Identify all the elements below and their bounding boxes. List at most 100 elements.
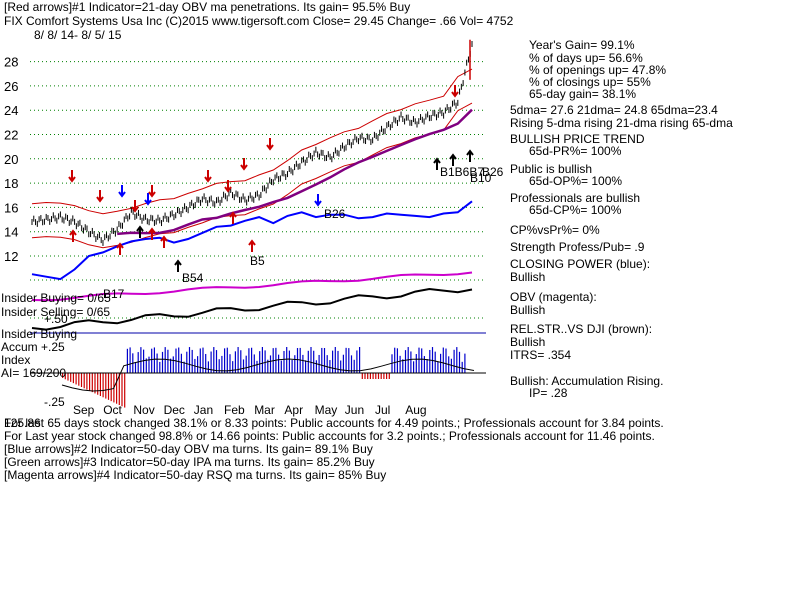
trend-title: BULLISH PRICE TREND bbox=[510, 132, 645, 146]
strength: Strength Profess/Pub= .9 bbox=[510, 240, 645, 254]
accum-bar bbox=[340, 360, 342, 373]
sell-arrow bbox=[314, 194, 322, 207]
sell-arrow bbox=[240, 158, 248, 171]
summary-65day-prefix: 125.86 bbox=[4, 416, 41, 430]
buy-arrow bbox=[229, 211, 237, 224]
y-tick-label: 16 bbox=[4, 200, 18, 215]
accum-bar bbox=[291, 359, 293, 373]
accum-bar bbox=[458, 351, 461, 373]
accum-bar bbox=[224, 348, 226, 373]
accum-bar bbox=[269, 355, 272, 373]
accum-bar bbox=[248, 348, 250, 373]
insider-buying-label: Insider Buying bbox=[1, 327, 78, 341]
accum-bar bbox=[180, 353, 182, 373]
accum-bar bbox=[89, 373, 91, 391]
cp-vs-pr: CP%vsPr%= 0% bbox=[510, 223, 600, 237]
accum-bar bbox=[426, 359, 428, 373]
y-tick-label: 28 bbox=[4, 55, 18, 70]
closing-power-series bbox=[31, 200, 473, 281]
accum-bar bbox=[121, 373, 123, 407]
accum-bar bbox=[215, 350, 218, 373]
ip-value: IP= .28 bbox=[529, 386, 568, 400]
accum-bar bbox=[156, 353, 158, 373]
accum-bar bbox=[237, 347, 239, 373]
accum-bar bbox=[386, 373, 388, 379]
rel-strength-series bbox=[31, 287, 473, 331]
accum-bar bbox=[450, 358, 452, 373]
price-bands bbox=[31, 68, 473, 249]
accum-bar bbox=[72, 373, 74, 384]
accum-bar bbox=[350, 355, 353, 373]
accum-bar bbox=[437, 361, 439, 373]
accum-bar bbox=[334, 347, 336, 373]
accum-bar bbox=[105, 373, 107, 399]
y-tick-label: 18 bbox=[4, 176, 18, 191]
accum-bar bbox=[388, 373, 390, 379]
accum-bar bbox=[151, 348, 153, 373]
upper-band bbox=[31, 68, 473, 215]
closing-power-value: Bullish bbox=[510, 270, 546, 284]
x-tick-label: Jan bbox=[194, 403, 213, 417]
accum-bar bbox=[256, 360, 258, 373]
accum-bar bbox=[278, 354, 280, 373]
accum-bar bbox=[153, 347, 155, 373]
accum-bar bbox=[118, 373, 120, 405]
obv-value: Bullish bbox=[510, 303, 546, 317]
closing-power-label: CLOSING POWER (blue): bbox=[510, 257, 651, 271]
indicator-3-line: [Green arrows]#3 Indicator=50-day IPA ma… bbox=[4, 455, 375, 469]
accum-bar bbox=[286, 347, 288, 373]
accum-bar bbox=[434, 351, 436, 373]
accum-bar bbox=[178, 347, 180, 373]
trend-value: 65d-PR%= 100% bbox=[529, 144, 622, 158]
accum-bar bbox=[323, 348, 326, 373]
marker-b10: B10 bbox=[470, 171, 492, 185]
accum-minus25: -.25 bbox=[44, 395, 65, 409]
accum-bar bbox=[345, 347, 347, 373]
accum-ma-line bbox=[61, 358, 475, 392]
pros-value: 65d-CP%= 100% bbox=[529, 203, 622, 217]
accum-bar bbox=[421, 348, 423, 373]
rising-dma: Rising 5-dma rising 21-dma rising 65-dma bbox=[510, 116, 733, 130]
obv-line bbox=[31, 271, 473, 302]
days-up: % of days up= 56.6% bbox=[529, 51, 643, 65]
accum-bar bbox=[229, 354, 231, 373]
x-tick-label: Dec bbox=[164, 403, 185, 417]
accum-bar bbox=[245, 355, 247, 373]
accum-bar bbox=[321, 347, 323, 373]
sell-arrow bbox=[96, 190, 104, 203]
accum-bar bbox=[78, 373, 80, 386]
accum-bar bbox=[380, 373, 382, 379]
x-tick-label: Feb bbox=[224, 403, 245, 417]
sell-arrow bbox=[118, 185, 126, 198]
accum-bar bbox=[337, 350, 339, 373]
accum-bar bbox=[161, 351, 164, 373]
sell-arrow bbox=[224, 180, 232, 193]
x-tick-label: Jul bbox=[375, 403, 390, 417]
accum-bar bbox=[226, 347, 228, 373]
indicator-2-line: [Blue arrows]#2 Indicator=50-day OBV ma … bbox=[4, 442, 373, 456]
ai-label: AI= 169/200 bbox=[1, 366, 67, 380]
accum-bar bbox=[64, 373, 66, 380]
accum-bar bbox=[415, 354, 417, 373]
accum-bar bbox=[97, 373, 99, 395]
gain-65: 65-day gain= 38.1% bbox=[529, 87, 637, 101]
accum-bar bbox=[94, 373, 96, 394]
y-tick-label: 14 bbox=[4, 225, 18, 240]
x-tick-label: Jun bbox=[345, 403, 364, 417]
buy-arrow bbox=[466, 149, 474, 162]
accum-bar bbox=[305, 360, 307, 373]
buy-arrow bbox=[160, 235, 168, 248]
sell-arrow bbox=[68, 170, 76, 183]
accum-bar bbox=[207, 361, 209, 373]
accum-bar bbox=[267, 359, 269, 373]
accum-bar bbox=[399, 355, 401, 373]
y-tick-label: 22 bbox=[4, 128, 18, 143]
accum-bar bbox=[461, 361, 463, 373]
accum-bar bbox=[375, 373, 377, 379]
signal-arrows bbox=[68, 85, 474, 272]
summary-year: For Last year stock changed 98.8% or 14.… bbox=[4, 429, 655, 443]
accum-bar bbox=[80, 373, 83, 387]
y-tick-label: 24 bbox=[4, 103, 18, 118]
accum-bar bbox=[183, 361, 185, 373]
